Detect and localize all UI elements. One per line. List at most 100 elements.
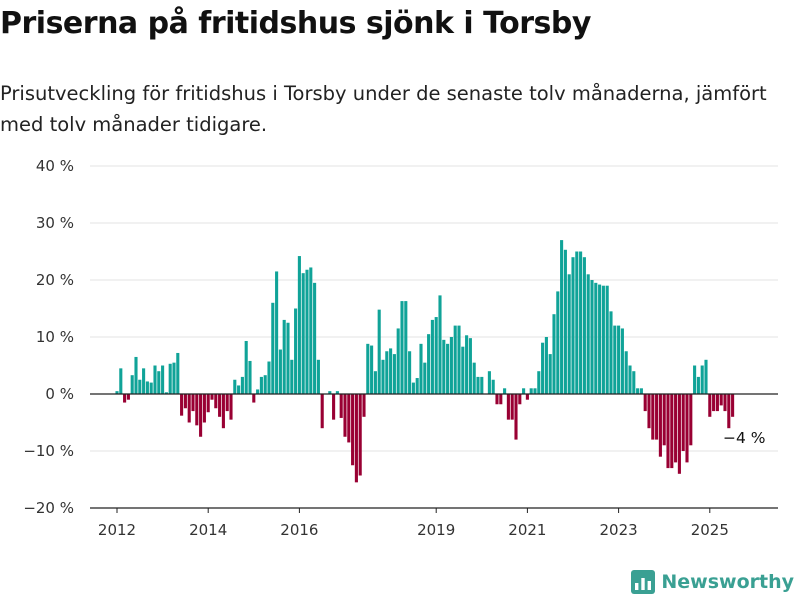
bar: [423, 362, 427, 394]
bar: [613, 325, 617, 394]
bar: [696, 376, 700, 394]
y-tick-label: 30 %: [36, 214, 74, 232]
bar: [689, 394, 693, 446]
bar: [233, 379, 237, 394]
bar: [487, 371, 491, 394]
bar: [563, 249, 567, 394]
bar: [731, 394, 735, 417]
bar: [419, 343, 423, 394]
bar: [400, 301, 404, 394]
bar: [662, 394, 666, 446]
bar: [263, 375, 267, 394]
bar: [396, 328, 400, 394]
y-tick-label: −10 %: [23, 442, 74, 460]
bar: [560, 240, 564, 394]
bar: [609, 311, 613, 394]
bar: [237, 385, 241, 394]
bar: [347, 394, 351, 443]
bar: [727, 394, 731, 429]
bar: [457, 325, 461, 394]
bar: [617, 325, 621, 394]
bar: [582, 257, 586, 394]
bar: [385, 351, 389, 394]
bar: [309, 267, 313, 394]
bar: [438, 295, 442, 394]
bar: [586, 274, 590, 394]
bar: [381, 359, 385, 394]
bar: [453, 325, 457, 394]
bar: [278, 349, 282, 394]
y-axis-ticks: −20 % −10 % 0 % 10 % 20 % 30 % 40 %: [23, 157, 74, 517]
bar: [670, 394, 674, 469]
bar: [575, 251, 579, 394]
bar: [594, 282, 598, 394]
bar: [373, 371, 377, 394]
bar: [271, 302, 275, 394]
bar: [647, 394, 651, 429]
bar: [351, 394, 355, 466]
bar: [286, 322, 290, 394]
bar: [567, 274, 571, 394]
bar: [472, 362, 476, 394]
last-value-label: −4 %: [723, 429, 766, 447]
bar: [510, 394, 514, 420]
bar: [248, 360, 252, 394]
bar: [639, 388, 643, 394]
bar: [183, 394, 187, 409]
bar: [214, 394, 218, 409]
x-axis-ticks: 2012 2014 2016 2019 2021 2023 2025: [90, 507, 778, 539]
bar: [210, 394, 214, 400]
x-tick-label: 2014: [189, 521, 227, 539]
bar: [275, 271, 279, 394]
bar: [267, 361, 271, 394]
bar: [225, 394, 229, 412]
bar: [316, 359, 320, 394]
bar: [427, 334, 431, 394]
bar: [522, 388, 526, 394]
bar: [411, 382, 415, 394]
bar: [518, 394, 522, 405]
bar: [552, 314, 556, 394]
bar: [548, 354, 552, 394]
bar: [719, 394, 723, 406]
bar: [579, 251, 583, 394]
bar: [332, 394, 336, 420]
bar: [206, 394, 210, 413]
bar: [465, 335, 469, 394]
bar: [404, 301, 408, 394]
bar: [142, 368, 146, 394]
bar: [632, 371, 636, 394]
bar: [655, 394, 659, 440]
bar: [658, 394, 662, 457]
bar: [666, 394, 670, 469]
bar: [700, 365, 704, 394]
bar: [495, 394, 499, 405]
bar: [529, 388, 533, 394]
bar: [449, 337, 453, 394]
bar: [115, 391, 119, 394]
bar: [244, 340, 248, 394]
bar: [240, 376, 244, 394]
bar: [157, 371, 161, 394]
bar: [126, 394, 130, 400]
bar: [354, 394, 358, 483]
bar: [677, 394, 681, 474]
bar: [221, 394, 225, 429]
bar: [161, 365, 165, 394]
bar: [176, 352, 180, 394]
bar: [715, 394, 719, 412]
bar: [537, 371, 541, 394]
annotations: −4 %: [723, 429, 766, 447]
bar: [571, 257, 575, 394]
bar: [446, 343, 450, 394]
bar: [339, 394, 343, 418]
bar: [643, 394, 647, 412]
bar: [180, 394, 184, 416]
bar: [392, 354, 396, 394]
bar: [134, 356, 138, 394]
bar: [541, 342, 545, 394]
bar: [468, 338, 472, 394]
bar: [544, 337, 548, 394]
bar: [191, 394, 195, 412]
